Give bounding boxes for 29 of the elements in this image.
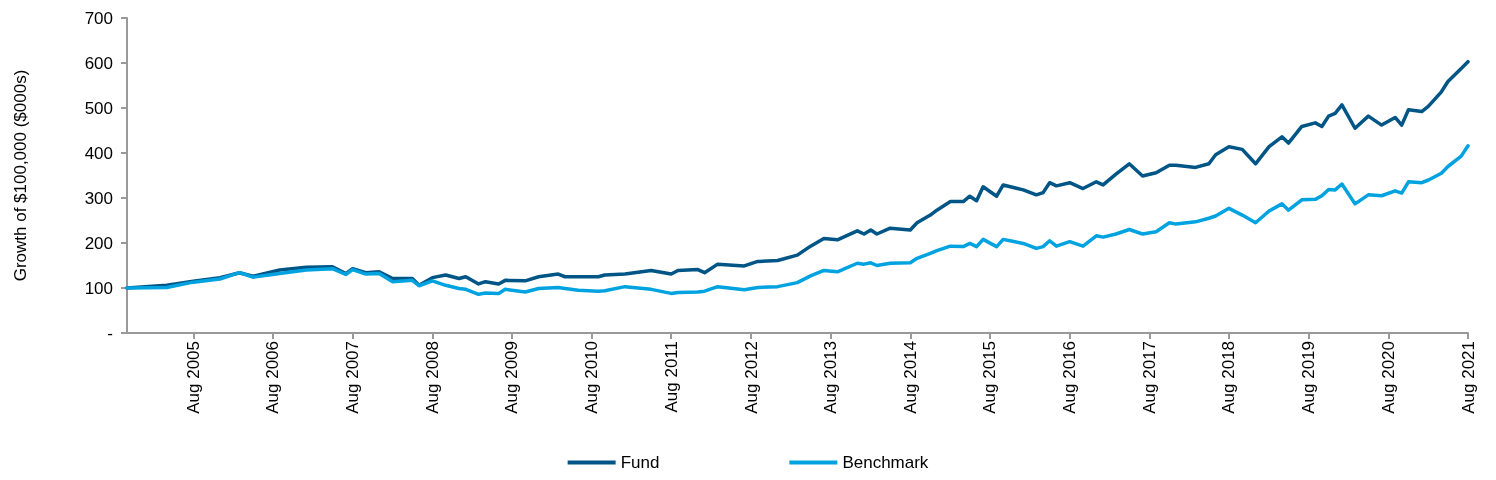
x-tick-label: Aug 2020: [1378, 341, 1398, 414]
x-tick-label: Aug 2005: [183, 341, 203, 414]
y-tick-label: 100: [84, 278, 113, 298]
x-tick-label: Aug 2007: [343, 341, 363, 414]
y-tick-label: 400: [84, 143, 113, 163]
x-tick-label: Aug 2021: [1458, 341, 1478, 414]
y-tick-label: 300: [84, 188, 113, 208]
x-tick-label: Aug 2009: [502, 341, 522, 414]
x-tick-label: Aug 2010: [582, 341, 602, 414]
y-tick-label: 200: [84, 233, 113, 253]
x-tick-label: Aug 2019: [1299, 341, 1319, 414]
x-tick-label: Aug 2011: [661, 341, 681, 413]
y-tick-label: 600: [84, 53, 113, 73]
legend-label: Fund: [620, 453, 660, 472]
x-tick-label: Aug 2015: [980, 341, 1000, 414]
x-tick-label: Aug 2008: [422, 341, 442, 414]
y-tick-label: 700: [84, 8, 113, 28]
y-tick-label: 500: [84, 98, 113, 118]
line-series: [125, 144, 1470, 297]
y-axis-title: Growth of $100,000 ($000s): [11, 69, 30, 282]
x-tick-label: Aug 2014: [900, 341, 920, 414]
x-tick-label: Aug 2013: [821, 341, 841, 414]
legend-label: Benchmark: [842, 453, 929, 472]
x-tick-label: Aug 2016: [1060, 341, 1080, 414]
x-tick-label: Aug 2012: [741, 341, 761, 414]
x-tick-label: Aug 2017: [1139, 341, 1159, 414]
x-tick-label: Aug 2006: [263, 341, 283, 414]
y-tick-label: -: [107, 323, 113, 343]
x-tick-label: Aug 2018: [1219, 341, 1239, 414]
